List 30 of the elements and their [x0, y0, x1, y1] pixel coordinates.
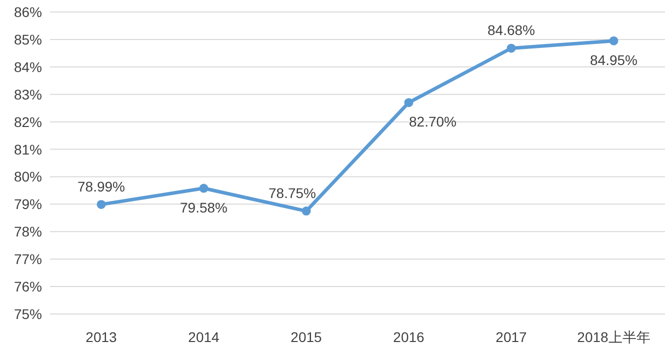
y-tick-label: 77%	[14, 251, 42, 268]
x-tick-label: 2015	[290, 329, 322, 345]
y-tick-label: 79%	[14, 196, 42, 212]
y-tick-label: 81%	[14, 141, 42, 158]
x-tick-label: 2016	[393, 329, 425, 345]
y-tick-label: 84%	[14, 58, 42, 75]
y-tick-label: 76%	[14, 278, 42, 295]
data-label: 84.68%	[488, 22, 535, 38]
y-tick-label: 75%	[14, 306, 42, 322]
y-tick-label: 83%	[14, 86, 42, 102]
data-label: 82.70%	[409, 114, 456, 130]
point	[199, 184, 208, 193]
data-label: 78.75%	[268, 185, 316, 202]
y-tick-label: 78%	[14, 224, 42, 240]
data-label: 79.58%	[180, 199, 228, 216]
point	[609, 36, 618, 46]
point	[302, 206, 311, 216]
point	[404, 98, 414, 108]
y-tick-label: 85%	[14, 31, 42, 48]
y-tick-label: 82%	[14, 114, 42, 130]
point	[96, 200, 106, 209]
x-tick-label: 2018上半年	[577, 329, 650, 345]
point	[506, 44, 516, 53]
x-tick-label: 2017	[496, 329, 528, 345]
y-tick-label: 80%	[14, 168, 42, 185]
y-tick-label: 86%	[14, 4, 42, 20]
x-tick-label: 2014	[188, 329, 220, 345]
x-tick-label: 2013	[86, 329, 118, 345]
data-label: 78.99%	[78, 178, 125, 194]
data-label: 84.95%	[590, 52, 638, 68]
